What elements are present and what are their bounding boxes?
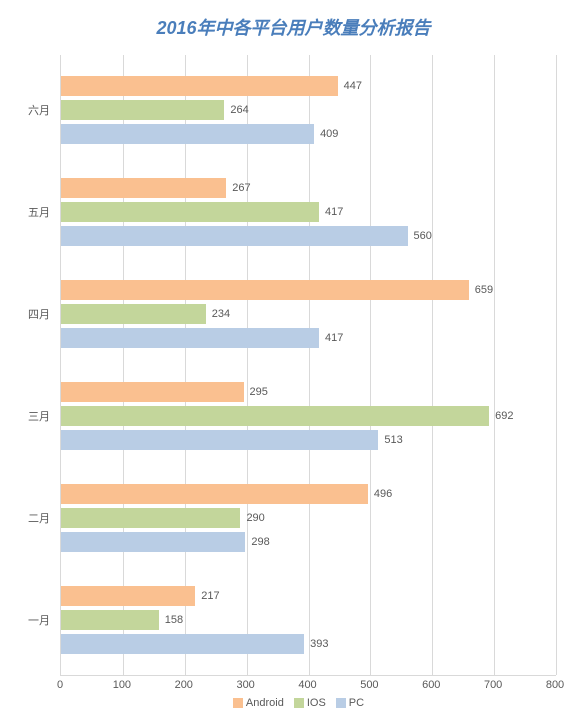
gridline <box>309 55 310 675</box>
bar-value-label: 264 <box>230 104 248 116</box>
legend-label: IOS <box>307 697 326 709</box>
legend-swatch <box>336 698 346 708</box>
bar <box>61 280 469 300</box>
legend: Android IOS PC <box>0 697 587 709</box>
gridline <box>432 55 433 675</box>
bar <box>61 634 304 654</box>
bar <box>61 100 224 120</box>
bar <box>61 484 368 504</box>
bar <box>61 226 408 246</box>
bar <box>61 124 314 144</box>
bar-value-label: 417 <box>325 332 343 344</box>
bar <box>61 532 245 552</box>
bar <box>61 586 195 606</box>
x-tick-label: 200 <box>175 679 193 691</box>
bar-value-label: 267 <box>232 182 250 194</box>
gridline <box>556 55 557 675</box>
y-tick-label: 四月 <box>28 306 50 322</box>
bar <box>61 76 338 96</box>
gridline <box>370 55 371 675</box>
x-tick-label: 500 <box>360 679 378 691</box>
bar-value-label: 217 <box>201 590 219 602</box>
bar-value-label: 560 <box>414 230 432 242</box>
bar <box>61 610 159 630</box>
y-tick-label: 六月 <box>28 102 50 118</box>
bar-value-label: 295 <box>250 386 268 398</box>
y-tick-label: 一月 <box>28 612 50 628</box>
bar-value-label: 298 <box>251 536 269 548</box>
chart-title: 2016年中各平台用户数量分析报告 <box>0 14 587 40</box>
bar <box>61 202 319 222</box>
legend-swatch <box>294 698 304 708</box>
x-tick-label: 300 <box>236 679 254 691</box>
bar-value-label: 447 <box>344 80 362 92</box>
bar-value-label: 659 <box>475 284 493 296</box>
gridline <box>185 55 186 675</box>
x-tick-label: 600 <box>422 679 440 691</box>
gridline <box>123 55 124 675</box>
plot-area: 217 158 393 496 290 298 295 692 513 659 234 417 267 4… <box>60 55 556 676</box>
legend-label: PC <box>349 697 364 709</box>
bar <box>61 304 206 324</box>
bar-value-label: 158 <box>165 614 183 626</box>
bar <box>61 328 319 348</box>
y-tick-label: 二月 <box>28 510 50 526</box>
bar <box>61 508 240 528</box>
bar-value-label: 513 <box>384 434 402 446</box>
bar <box>61 382 244 402</box>
bar-value-label: 417 <box>325 206 343 218</box>
y-tick-label: 五月 <box>28 204 50 220</box>
bar-value-label: 496 <box>374 488 392 500</box>
gridline <box>247 55 248 675</box>
x-tick-label: 400 <box>298 679 316 691</box>
y-tick-label: 三月 <box>28 408 50 424</box>
legend-label: Android <box>246 697 284 709</box>
x-tick-label: 700 <box>484 679 502 691</box>
bar-value-label: 234 <box>212 308 230 320</box>
legend-swatch <box>233 698 243 708</box>
bar <box>61 430 378 450</box>
bar <box>61 178 226 198</box>
bar-chart: 2016年中各平台用户数量分析报告 217 158 393 496 290 298 295 69… <box>0 0 587 721</box>
bar-value-label: 393 <box>310 638 328 650</box>
x-tick-label: 0 <box>57 679 63 691</box>
bar-value-label: 692 <box>495 410 513 422</box>
bar-value-label: 290 <box>246 512 264 524</box>
x-tick-label: 800 <box>546 679 564 691</box>
x-tick-label: 100 <box>113 679 131 691</box>
bar <box>61 406 489 426</box>
gridline <box>494 55 495 675</box>
bar-value-label: 409 <box>320 128 338 140</box>
